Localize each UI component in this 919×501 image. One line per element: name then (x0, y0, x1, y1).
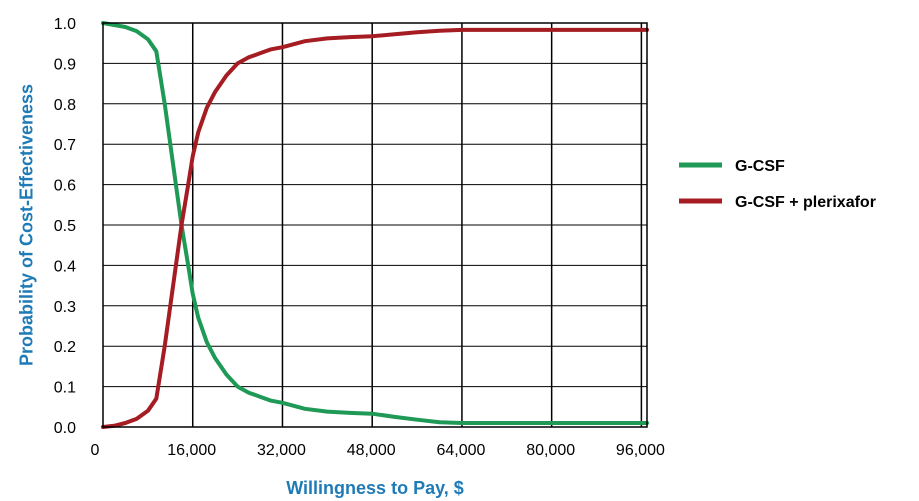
x-tick-label: 64,000 (436, 442, 485, 459)
y-tick-label: 0.4 (54, 258, 76, 275)
x-tick-label: 32,000 (257, 442, 306, 459)
y-tick-label: 0.3 (54, 299, 76, 316)
legend: G-CSF G-CSF + plerixafor (679, 158, 876, 211)
y-tick-label: 0.7 (54, 137, 76, 154)
y-tick-label: 0.8 (54, 97, 76, 114)
series-lines (101, 21, 649, 429)
y-tick-label: 0.9 (54, 56, 76, 73)
grid (103, 22, 647, 428)
y-tick-label: 0.1 (54, 380, 76, 397)
y-axis-ticks: 0.0 0.1 0.2 0.3 0.4 0.5 0.6 0.7 0.8 0.9 1.0 (54, 16, 76, 437)
x-tick-label: 0 (91, 442, 100, 459)
x-tick-label: 48,000 (347, 442, 396, 459)
x-tick-label: 80,000 (526, 442, 575, 459)
y-tick-label: 0.6 (54, 178, 76, 195)
legend-label: G-CSF + plerixafor (735, 194, 876, 211)
x-tick-label: 16,000 (167, 442, 216, 459)
y-tick-label: 0.0 (54, 420, 76, 437)
y-tick-label: 0.2 (54, 339, 76, 356)
y-axis-label: Probability of Cost-Effectiveness (16, 84, 36, 366)
series-line (101, 27, 649, 429)
y-tick-label: 1.0 (54, 16, 76, 33)
x-axis-ticks: 0 16,000 32,000 48,000 64,000 80,000 96,000 (91, 442, 665, 459)
series-line (101, 21, 649, 425)
x-axis-label: Willingness to Pay, $ (286, 478, 464, 498)
legend-label: G-CSF (735, 158, 785, 175)
y-tick-label: 0.5 (54, 218, 76, 235)
x-tick-label: 96,000 (616, 442, 665, 459)
plot-area-frame (102, 22, 648, 428)
